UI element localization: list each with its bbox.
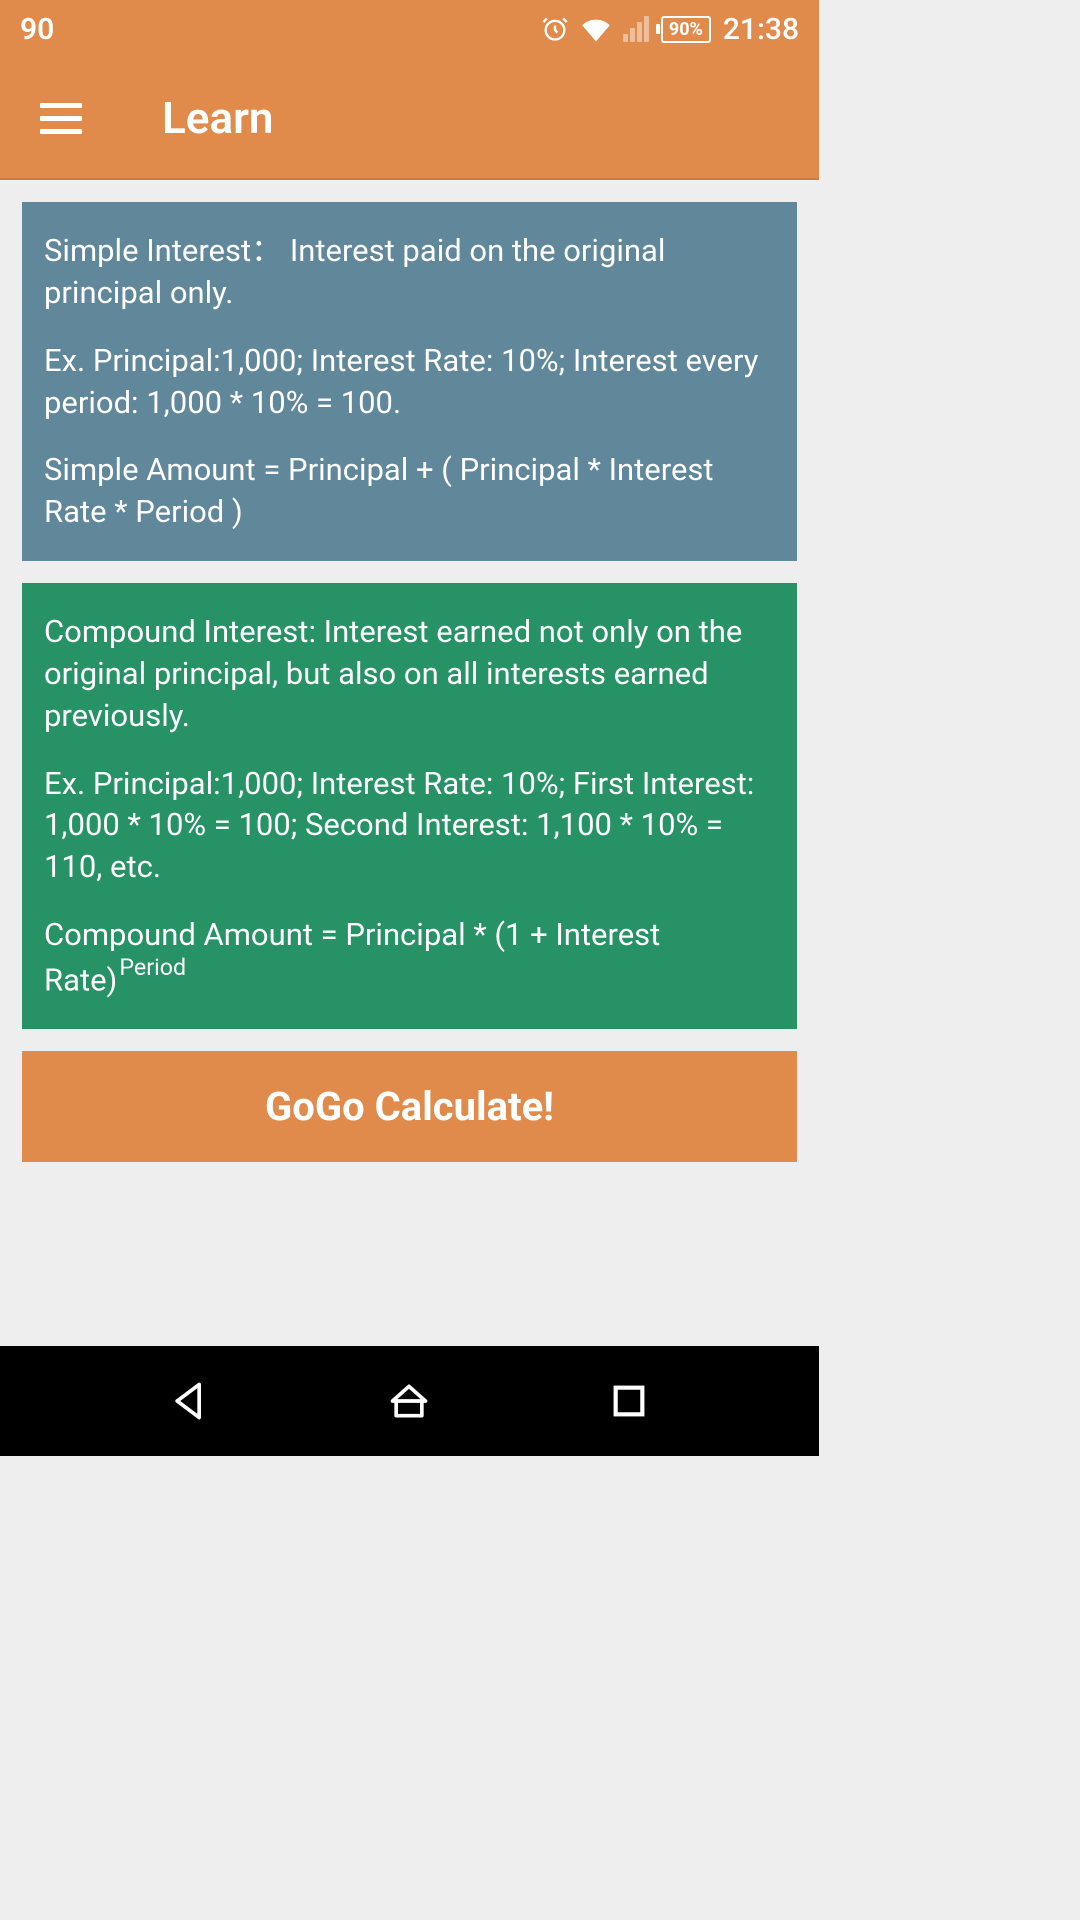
simple-formula: Simple Amount = Principal + ( Principal …	[44, 449, 775, 533]
battery-icon: 90%	[661, 16, 711, 43]
compound-interest-card: Compound Interest: Interest earned not o…	[22, 583, 797, 1029]
alarm-icon	[541, 15, 569, 43]
navigation-bar	[0, 1346, 819, 1456]
compound-formula-exponent: Period	[119, 953, 186, 981]
status-right: 90% 21:38	[541, 12, 799, 47]
menu-icon[interactable]	[40, 103, 82, 134]
back-button[interactable]	[166, 1377, 214, 1425]
simple-definition: Simple Interest： Interest paid on the or…	[44, 230, 775, 314]
recent-apps-button[interactable]	[605, 1377, 653, 1425]
calculate-button[interactable]: GoGo Calculate!	[22, 1051, 797, 1162]
status-left-text: 90	[20, 12, 54, 47]
page-title: Learn	[162, 92, 274, 144]
calculate-button-label: GoGo Calculate!	[265, 1083, 554, 1130]
compound-definition: Compound Interest: Interest earned not o…	[44, 611, 775, 737]
status-time: 21:38	[723, 12, 799, 47]
home-button[interactable]	[385, 1377, 433, 1425]
compound-formula: Compound Amount = Principal * (1 + Inter…	[44, 914, 775, 1001]
app-bar: Learn	[0, 58, 819, 180]
signal-icon	[623, 16, 649, 42]
simple-interest-card: Simple Interest： Interest paid on the or…	[22, 202, 797, 561]
compound-example: Ex. Principal:1,000; Interest Rate: 10%;…	[44, 763, 775, 889]
content-area: Simple Interest： Interest paid on the or…	[0, 180, 819, 1346]
status-bar: 90 90% 21:38	[0, 0, 819, 58]
wifi-icon	[581, 16, 611, 42]
screen: 90 90% 21:38 Learn Simple Interest： Inte	[0, 0, 819, 1456]
battery-pct: 90%	[669, 19, 703, 40]
simple-example: Ex. Principal:1,000; Interest Rate: 10%;…	[44, 340, 775, 424]
